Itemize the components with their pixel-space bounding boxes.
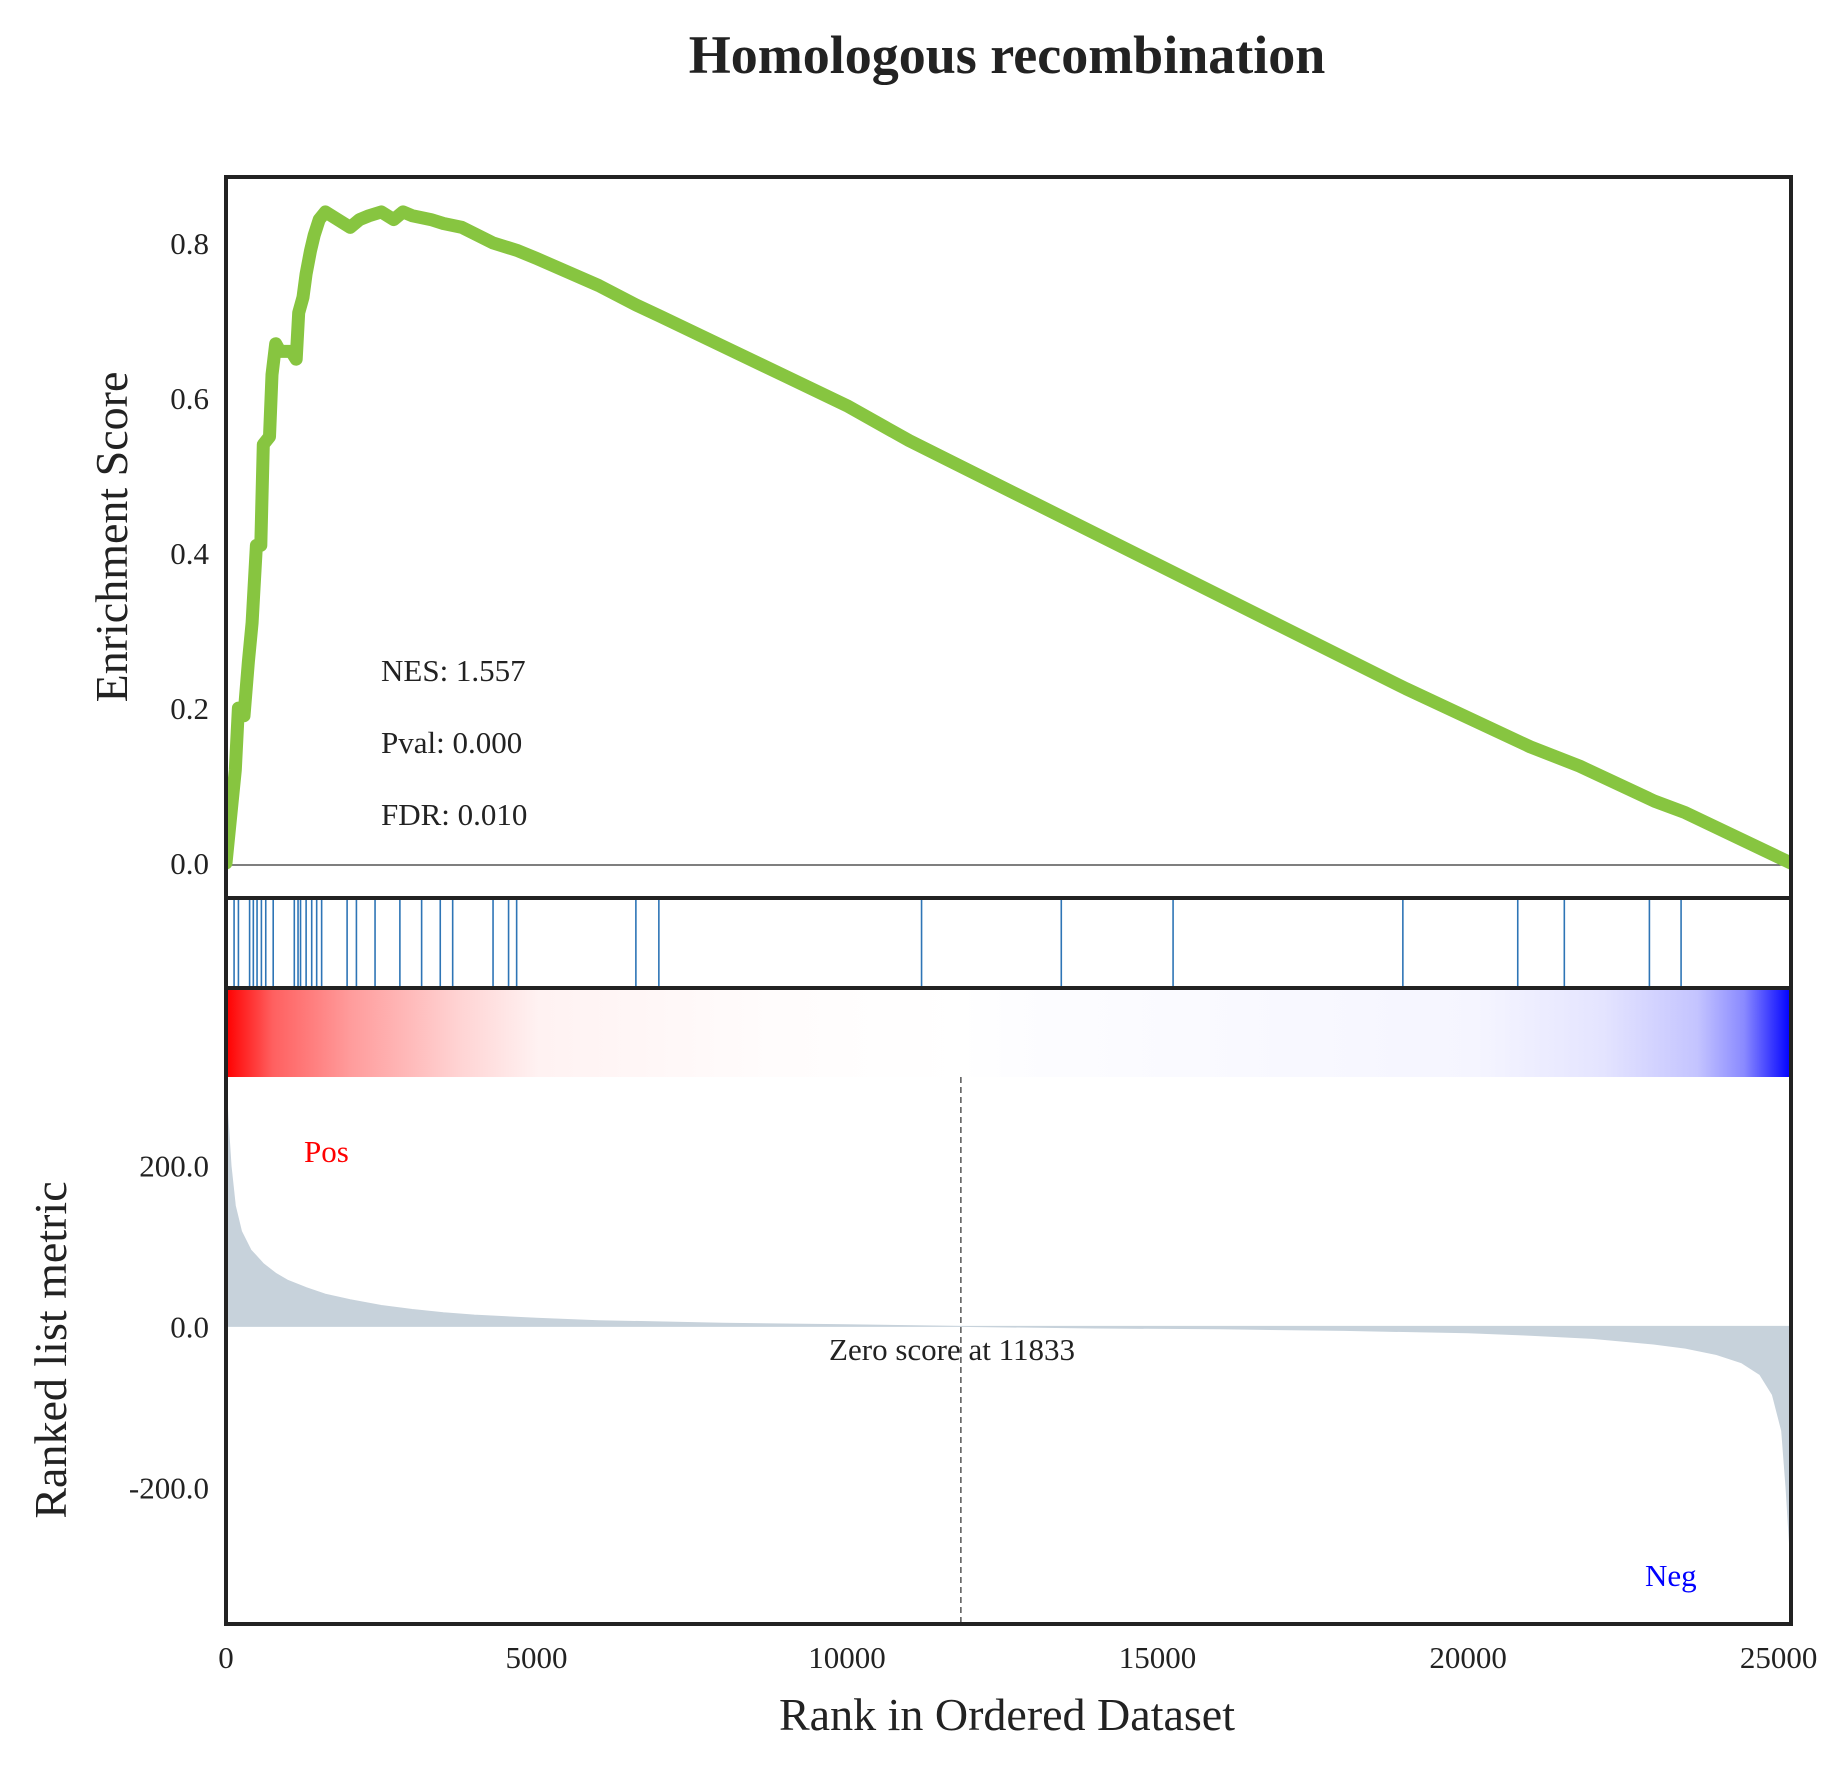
es-panel-frame <box>224 175 1793 900</box>
ranked-panel: Zero score at 11833 Pos Neg 200.0 0.0 -200… <box>25 986 1793 1626</box>
x-ticks: 0 5000 10000 15000 20000 25000 <box>218 1640 1817 1675</box>
es-y-tick-label: 0.4 <box>170 536 209 571</box>
pos-label: Pos <box>304 1134 349 1169</box>
x-tick-label: 10000 <box>808 1640 886 1675</box>
x-tick-label: 0 <box>218 1640 234 1675</box>
ranked-y-tick-label: 0.0 <box>170 1309 209 1344</box>
x-tick-label: 15000 <box>1119 1640 1197 1675</box>
ranked-y-axis-title: Ranked list metric <box>25 1181 76 1518</box>
nes-annotation: NES: 1.557 <box>381 653 526 688</box>
x-tick-label: 5000 <box>506 1640 568 1675</box>
es-y-ticks: 0.0 0.2 0.4 0.6 0.8 <box>170 226 209 881</box>
es-y-tick-label: 0.6 <box>170 381 209 416</box>
es-y-tick-label: 0.8 <box>170 226 209 261</box>
hits-panel-frame <box>224 896 1793 990</box>
hits-panel <box>224 896 1793 990</box>
es-y-axis-title: Enrichment Score <box>86 372 137 703</box>
es-curve <box>226 205 1791 870</box>
neg-label: Neg <box>1645 1558 1697 1593</box>
ranked-y-tick-label: -200.0 <box>129 1470 209 1505</box>
chart-title: Homologous recombination <box>689 25 1326 85</box>
es-line <box>226 205 1791 870</box>
ranked-y-ticks: 200.0 0.0 -200.0 <box>129 1148 209 1505</box>
es-y-tick-label: 0.0 <box>170 846 209 881</box>
x-tick-label: 20000 <box>1429 1640 1507 1675</box>
x-tick-label: 25000 <box>1740 1640 1818 1675</box>
x-axis-title: Rank in Ordered Dataset <box>779 1689 1235 1740</box>
fdr-annotation: FDR: 0.010 <box>381 797 527 832</box>
rank-gradient <box>226 990 1791 1077</box>
ranked-metric-fill <box>226 1087 1791 1568</box>
es-panel: 0.0 0.2 0.4 0.6 0.8 NES: 1.557 Pval: 0.000 F… <box>86 175 1793 900</box>
ranked-y-tick-label: 200.0 <box>139 1148 209 1183</box>
rank-colorbar <box>226 990 1791 1077</box>
gene-hits <box>233 900 1682 986</box>
pval-annotation: Pval: 0.000 <box>381 725 522 760</box>
colorbar-and-ranked-frame <box>224 986 1793 1626</box>
zero-score-label: Zero score at 11833 <box>829 1332 1075 1367</box>
es-y-tick-label: 0.2 <box>170 691 209 726</box>
ranked-metric-area <box>226 1087 1791 1568</box>
